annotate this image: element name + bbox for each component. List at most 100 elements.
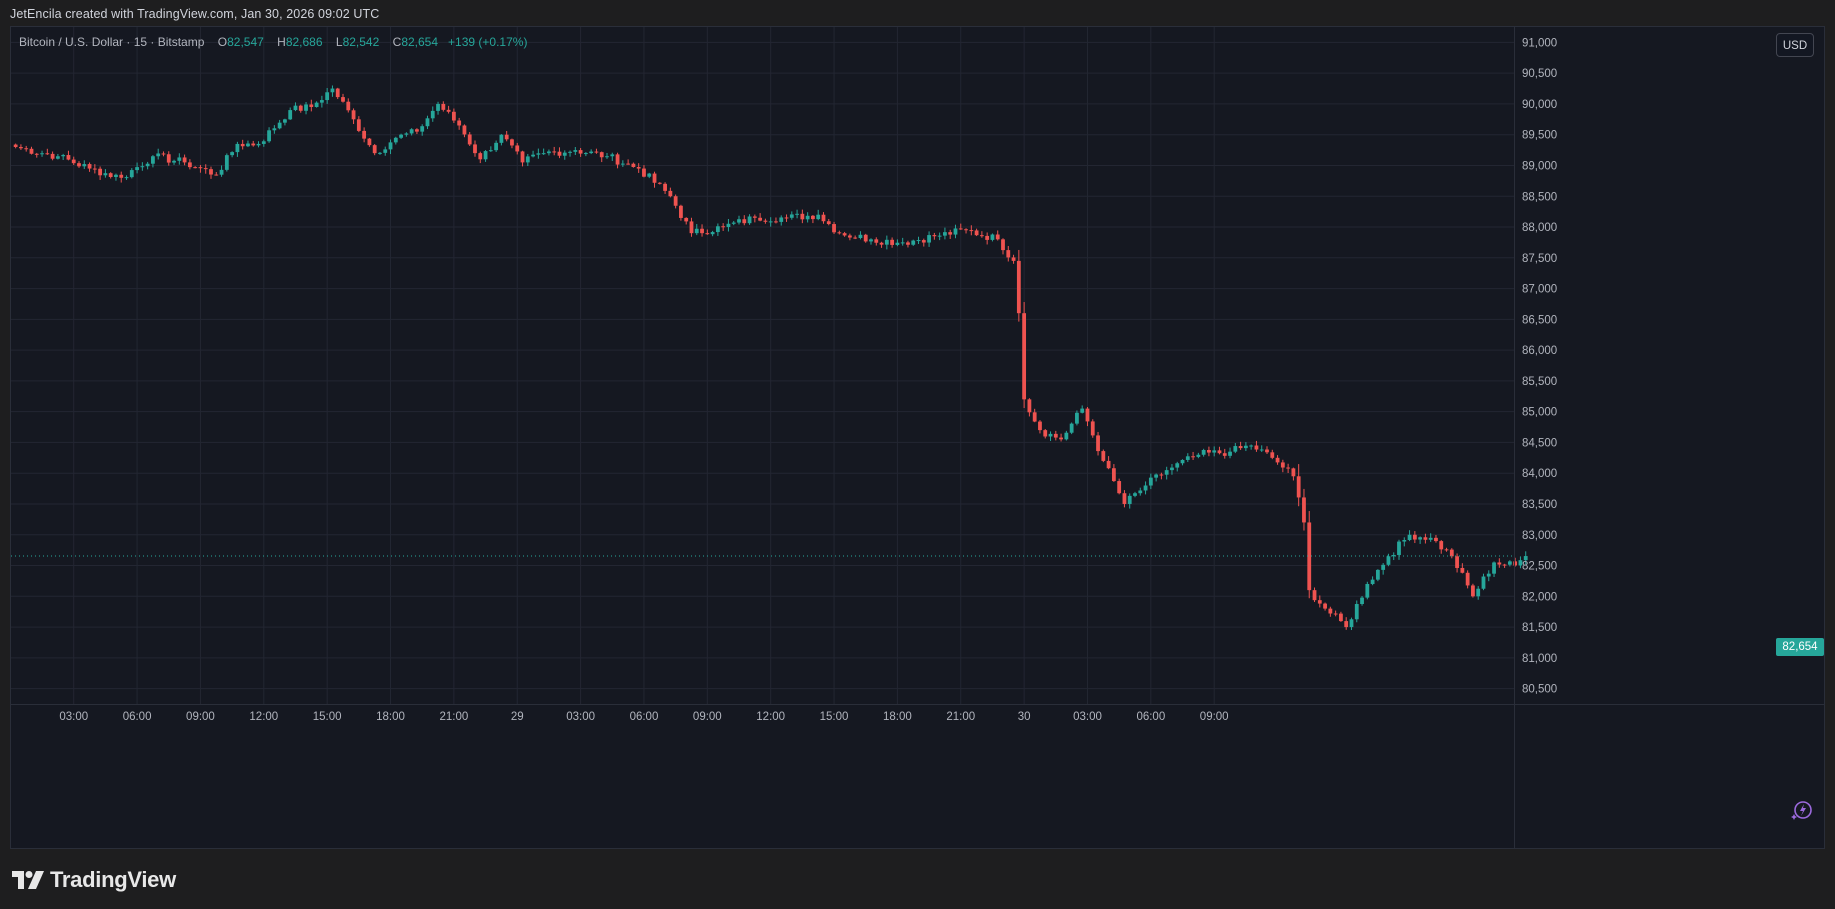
candle xyxy=(140,162,145,171)
candle-body xyxy=(1354,604,1359,620)
candle-body xyxy=(921,240,926,243)
candle xyxy=(510,138,514,149)
candle xyxy=(668,187,673,198)
candle xyxy=(45,148,50,155)
candle xyxy=(1497,558,1502,568)
candle-body xyxy=(24,148,29,150)
candle-body xyxy=(1043,430,1048,437)
candle-body xyxy=(1391,555,1396,557)
candle-body xyxy=(842,233,847,236)
chart-panel[interactable]: 80,500 81,000 81,500 82,000 82,500 83,000 83,5… xyxy=(10,26,1825,849)
candle-body xyxy=(29,148,34,154)
candle xyxy=(832,221,836,235)
candle-body xyxy=(1217,450,1222,454)
candle-body xyxy=(45,153,50,155)
candle xyxy=(826,218,831,226)
candle-body xyxy=(1196,454,1201,457)
candle-body xyxy=(135,167,139,171)
candle xyxy=(166,151,171,166)
candle xyxy=(1064,430,1069,441)
candle-body xyxy=(985,235,990,240)
candle-body xyxy=(1064,432,1069,440)
candle xyxy=(235,141,240,157)
price-tick-label: 85,000 xyxy=(1522,407,1557,419)
candle xyxy=(1471,583,1475,598)
candle-body xyxy=(1032,412,1037,422)
tradingview-logo[interactable]: TradingView xyxy=(12,867,176,892)
candle xyxy=(895,239,900,247)
chart-attribution: JetEncila created with TradingView.com, … xyxy=(10,7,380,21)
time-tick-label: 09:00 xyxy=(186,711,215,723)
candle xyxy=(1365,581,1370,600)
candle xyxy=(1069,422,1074,435)
candle-body xyxy=(1518,560,1523,566)
candle xyxy=(953,224,958,239)
candle xyxy=(531,150,535,158)
candle-body xyxy=(129,170,134,178)
candle xyxy=(1170,464,1174,475)
candle-body xyxy=(172,160,176,163)
candle xyxy=(1201,448,1206,457)
candle-body xyxy=(647,173,652,177)
price-tick-label: 81,500 xyxy=(1522,622,1557,634)
candle-body xyxy=(1434,537,1438,542)
candle xyxy=(441,101,446,112)
price-tick-label: 83,500 xyxy=(1522,499,1557,511)
candle xyxy=(663,182,667,194)
candle-body xyxy=(1143,485,1148,491)
time-tick-label: 21:00 xyxy=(439,711,468,723)
candle xyxy=(583,152,588,157)
price-tick-label: 90,500 xyxy=(1522,68,1557,80)
chart-grid xyxy=(11,27,1824,848)
candle xyxy=(1434,534,1438,543)
candle xyxy=(916,236,921,244)
candle-body xyxy=(1122,493,1127,504)
candle xyxy=(784,214,789,222)
candle-body xyxy=(568,151,572,153)
candle-body xyxy=(869,239,873,242)
candle-body xyxy=(478,153,483,160)
close-label: C xyxy=(392,35,402,49)
candle-body xyxy=(1286,467,1291,469)
candle-body xyxy=(958,228,963,230)
candle-body xyxy=(462,125,467,135)
candle-body xyxy=(1207,450,1211,453)
open-label: O xyxy=(217,35,228,49)
candlestick-chart[interactable]: 80,500 81,000 81,500 82,000 82,500 83,000 83,5… xyxy=(11,27,1824,848)
candle-body xyxy=(1323,603,1327,609)
candle-body xyxy=(224,155,229,170)
candle-body xyxy=(1101,451,1106,461)
candle-body xyxy=(1164,470,1169,475)
candle xyxy=(462,124,467,138)
candle xyxy=(1238,441,1243,450)
candle-body xyxy=(1075,412,1079,424)
currency-button[interactable]: USD xyxy=(1776,33,1814,57)
candle xyxy=(420,124,425,136)
candle xyxy=(578,147,583,157)
candle-body xyxy=(166,154,171,163)
candle-body xyxy=(747,216,752,224)
candle-body xyxy=(811,215,815,220)
candle-body xyxy=(1233,446,1238,452)
candle xyxy=(182,154,187,166)
candle xyxy=(240,139,245,150)
candle-body xyxy=(964,229,968,231)
candle xyxy=(1507,560,1512,567)
candle xyxy=(1090,419,1095,438)
candle-body xyxy=(1328,608,1333,614)
candle xyxy=(172,159,176,165)
candle xyxy=(589,149,594,155)
candle xyxy=(1333,610,1338,617)
candle xyxy=(1286,463,1291,474)
lightning-icon[interactable] xyxy=(1790,798,1814,822)
candle-body xyxy=(330,88,335,93)
candle-body xyxy=(510,139,514,146)
candle-body xyxy=(55,156,60,159)
candle-body xyxy=(383,149,388,153)
candle-body xyxy=(1460,567,1465,573)
time-tick-label: 21:00 xyxy=(946,711,975,723)
candle xyxy=(330,85,335,97)
candle xyxy=(319,95,324,108)
candle xyxy=(805,212,810,223)
candle xyxy=(209,166,213,179)
